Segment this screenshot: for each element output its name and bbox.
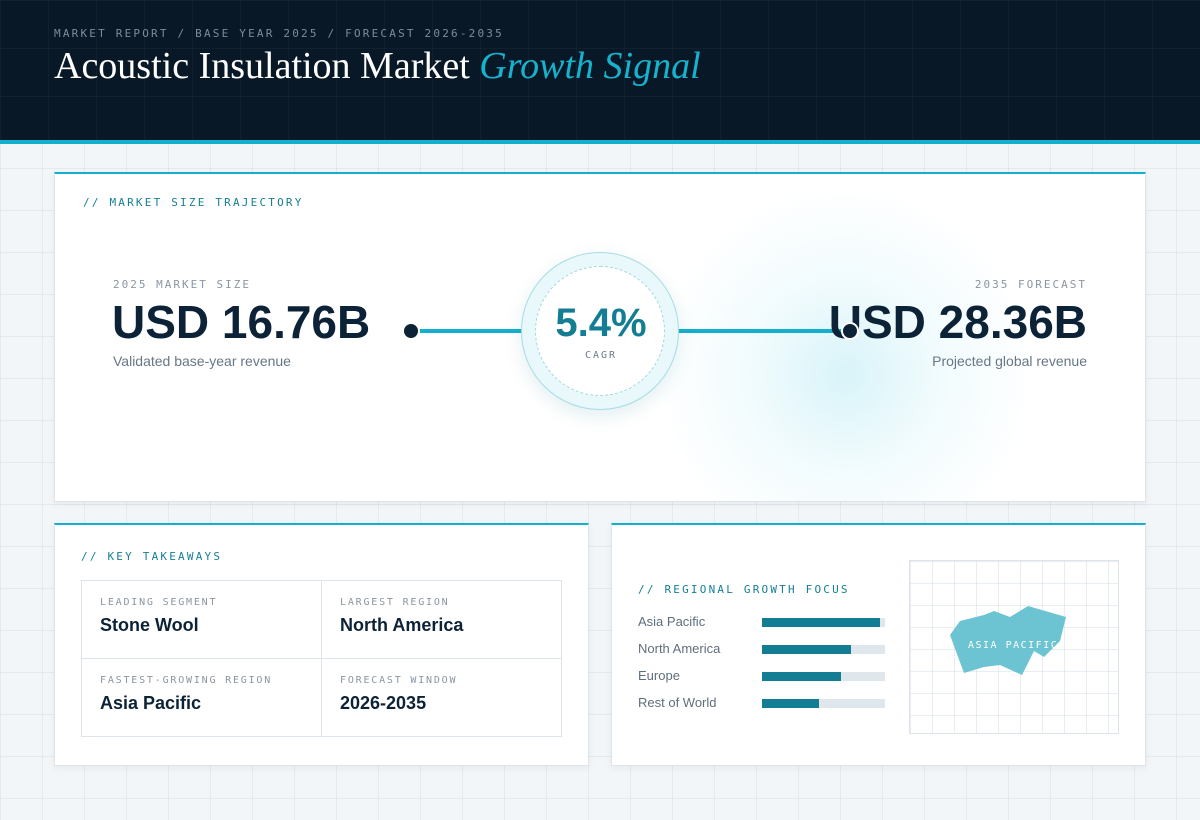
regional-growth-card: // REGIONAL GROWTH FOCUS Asia Pacific No… (611, 523, 1146, 766)
region-bar-track (762, 618, 885, 627)
map-region-label: ASIA PACIFIC (968, 640, 1059, 651)
region-bar-row: North America (638, 641, 888, 657)
cagr-value: 5.4% (555, 301, 647, 345)
region-bar-track (762, 672, 885, 681)
region-bar-fill (762, 645, 851, 654)
start-kicker: 2025 MARKET SIZE (113, 278, 251, 291)
trajectory-line-left (413, 329, 523, 333)
title-main: Acoustic Insulation Market (54, 45, 470, 87)
takeaways-grid: LEADING SEGMENT Stone Wool LARGEST REGIO… (81, 580, 562, 737)
region-bar-fill (762, 672, 841, 681)
title-accent: Growth Signal (479, 45, 701, 87)
grid-divider-horizontal (82, 658, 561, 659)
takeaway-value: Stone Wool (100, 615, 199, 635)
end-kicker: 2035 FORECAST (974, 278, 1087, 291)
forecast-glow (645, 194, 1045, 501)
region-name: Europe (638, 668, 680, 683)
takeaway-key: FORECAST WINDOW (340, 675, 458, 686)
region-bar-fill (762, 699, 819, 708)
region-name: North America (638, 641, 721, 656)
takeaway-value: Asia Pacific (100, 693, 202, 713)
map-svg (950, 606, 1066, 675)
region-bar-row: Asia Pacific (638, 614, 888, 630)
takeaway-key: FASTEST-GROWING REGION (100, 675, 273, 686)
takeaway-leading-segment: LEADING SEGMENT Stone Wool (82, 581, 322, 659)
region-map: ASIA PACIFIC (909, 560, 1119, 734)
region-bar-track (762, 645, 885, 654)
takeaway-value: North America (340, 615, 464, 635)
market-size-trajectory-card: // MARKET SIZE TRAJECTORY 2025 MARKET SI… (54, 172, 1146, 502)
start-caption: Validated base-year revenue (113, 353, 291, 369)
report-header: MARKET REPORT / BASE YEAR 2025 / FORECAS… (0, 0, 1200, 140)
key-takeaways-card: // KEY TAKEAWAYS LEADING SEGMENT Stone W… (54, 523, 589, 766)
cagr-badge: 5.4% CAGR (521, 252, 679, 410)
end-value: USD 28.36B (828, 296, 1087, 348)
start-marker (402, 322, 420, 340)
takeaway-forecast-window: FORECAST WINDOW 2026-2035 (322, 659, 562, 737)
takeaway-key: LEADING SEGMENT (100, 597, 218, 608)
end-marker (841, 322, 859, 340)
region-name: Asia Pacific (638, 614, 706, 629)
region-bar-row: Europe (638, 668, 888, 684)
breadcrumb: MARKET REPORT / BASE YEAR 2025 / FORECAS… (54, 27, 504, 40)
trajectory-line-right (677, 329, 853, 333)
page-title: Acoustic Insulation Market Growth Signal (54, 44, 701, 88)
takeaway-value: 2026-2035 (340, 693, 427, 713)
asia-pacific-shape (950, 606, 1066, 675)
takeaway-key: LARGEST REGION (340, 597, 450, 608)
region-bar-track (762, 699, 885, 708)
header-accent-rule (0, 140, 1200, 144)
region-bar-fill (762, 618, 881, 627)
regional-section-label: // REGIONAL GROWTH FOCUS (638, 583, 850, 596)
region-name: Rest of World (638, 695, 717, 710)
end-caption: Projected global revenue (932, 353, 1087, 369)
takeaway-fastest-growing-region: FASTEST-GROWING REGION Asia Pacific (82, 659, 322, 737)
cagr-label: CAGR (584, 350, 618, 361)
takeaway-largest-region: LARGEST REGION North America (322, 581, 562, 659)
trajectory-section-label: // MARKET SIZE TRAJECTORY (83, 196, 304, 209)
region-bar-row: Rest of World (638, 695, 888, 711)
cagr-badge-inner: 5.4% CAGR (535, 266, 665, 396)
start-value: USD 16.76B (112, 296, 371, 348)
takeaways-section-label: // KEY TAKEAWAYS (81, 550, 223, 563)
